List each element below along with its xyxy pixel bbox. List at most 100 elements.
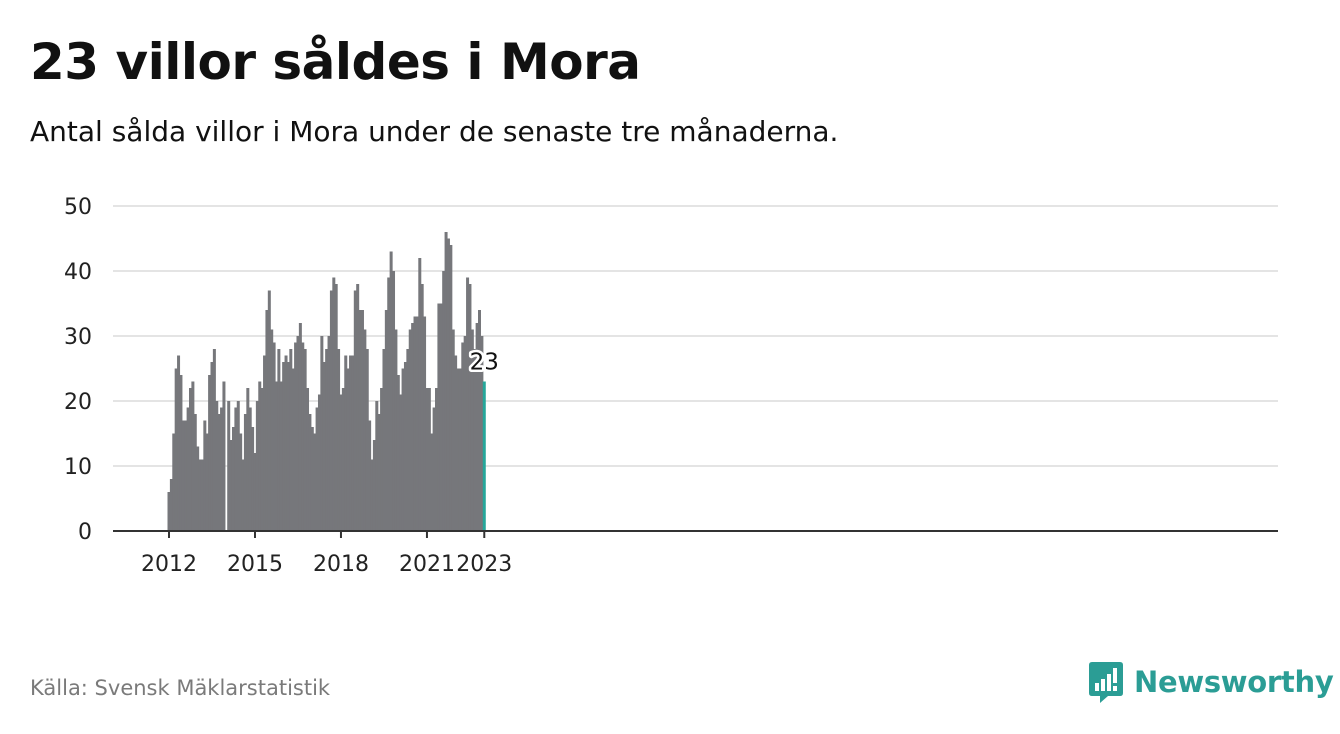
bar-2018-10	[360, 310, 364, 531]
brand-logo: Newsworthy	[1088, 660, 1334, 704]
bar-2019-07	[382, 349, 386, 531]
bar-2020-02	[399, 394, 403, 531]
bar-2012-10	[189, 388, 192, 531]
bar-2021-02	[427, 388, 431, 531]
x-tick-label-2023: 2023	[456, 552, 512, 577]
bar-2022-06	[466, 277, 470, 531]
bar-2017-05	[320, 336, 324, 531]
bar-2020-06	[408, 329, 412, 531]
bar-2017-10	[332, 277, 336, 531]
chart-bars	[167, 232, 486, 531]
bar-2015-08	[270, 329, 274, 531]
bar-2021-01	[425, 388, 429, 531]
bar-2018-07	[353, 290, 357, 531]
bar-2015-07	[267, 290, 271, 531]
bar-2022-10	[475, 323, 479, 531]
bar-2013-08	[212, 349, 216, 531]
bar-2014-05	[234, 407, 238, 531]
bar-2014-04	[231, 427, 235, 531]
bar-2016-09	[301, 342, 305, 531]
bar-2018-05	[349, 355, 353, 531]
x-tick-label-2015: 2015	[227, 552, 283, 577]
bar-2020-05	[406, 349, 410, 531]
bar-2013-01	[196, 446, 200, 531]
bar-2018-11	[363, 329, 367, 531]
bar-2019-08	[384, 310, 388, 531]
bar-2012-04	[174, 368, 178, 531]
bar-2022-12	[480, 336, 484, 531]
bar-2017-12	[337, 349, 341, 531]
chart-axes	[113, 530, 1278, 538]
bar-2019-01	[368, 420, 372, 531]
bar-2014-09	[243, 414, 247, 531]
bar-2022-03	[458, 368, 462, 531]
bar-2017-02	[313, 433, 317, 531]
bar-2014-12	[251, 427, 255, 531]
bar-2016-01	[282, 362, 286, 531]
bar-2019-05	[377, 414, 381, 531]
bar-2020-10	[418, 258, 422, 531]
bar-2022-05	[463, 336, 467, 531]
bar-2017-01	[310, 427, 314, 531]
bar-2015-02	[255, 401, 259, 531]
bar-2019-06	[380, 388, 384, 531]
bar-2012-05	[177, 355, 181, 531]
bar-2019-10	[389, 251, 393, 531]
x-tick-label-2018: 2018	[313, 552, 369, 577]
bar-2017-11	[334, 284, 338, 531]
bar-2019-04	[375, 401, 379, 531]
brand-name: Newsworthy	[1134, 665, 1334, 699]
y-tick-label-30: 30	[64, 325, 92, 350]
bar-2017-03	[315, 407, 319, 531]
bar-2016-12	[308, 414, 312, 531]
bar-2014-11	[248, 407, 252, 531]
bar-2015-04	[260, 388, 264, 531]
bar-2021-09	[444, 232, 448, 531]
bar-2020-09	[415, 316, 419, 531]
bar-2021-11	[449, 245, 453, 531]
bar-2018-12	[365, 349, 369, 531]
bar-2013-12	[222, 381, 226, 531]
bar-2022-11	[478, 310, 481, 531]
bar-2013-05	[205, 433, 209, 531]
page-title: 23 villor såldes i Mora	[30, 33, 641, 91]
bar-2014-02	[227, 401, 231, 531]
bar-2017-07	[325, 349, 329, 531]
bar-2012-09	[186, 407, 190, 531]
bar-2016-11	[306, 388, 310, 531]
bar-2013-10	[217, 414, 221, 531]
bar-2015-01	[253, 453, 257, 531]
bar-2014-08	[241, 459, 245, 531]
bar-2021-12	[451, 329, 455, 531]
bar-2013-11	[220, 407, 224, 531]
bar-2021-08	[442, 271, 446, 531]
bar-2021-04	[432, 407, 436, 531]
bar-2018-09	[358, 310, 362, 531]
bar-2015-10	[274, 381, 278, 531]
bar-2016-02	[284, 355, 288, 531]
bar-2015-11	[277, 349, 281, 531]
bar-2022-02	[456, 368, 460, 531]
chart-labels: 0 10 20 30 40 50 2012 2015 2018 2021 2023 23	[64, 195, 512, 577]
y-tick-label-40: 40	[64, 260, 92, 285]
bar-2018-01	[339, 394, 343, 531]
bar-2021-05	[435, 388, 439, 531]
bar-2020-12	[423, 316, 427, 531]
bar-2015-05	[263, 355, 267, 531]
bar-2020-04	[403, 362, 407, 531]
bar-2021-06	[437, 303, 441, 531]
bar-2022-01	[454, 355, 458, 531]
bar-2021-07	[439, 303, 443, 531]
bar-2017-08	[327, 336, 331, 531]
bar-2016-05	[291, 368, 295, 531]
bar-2014-06	[236, 401, 240, 531]
bar-2013-02	[198, 459, 202, 531]
bar-2012-08	[184, 420, 188, 531]
bar-2015-09	[272, 342, 276, 531]
bar-2019-03	[372, 440, 376, 531]
page-subtitle: Antal sålda villor i Mora under de senas…	[30, 115, 839, 148]
data-label-latest: 23	[470, 350, 499, 376]
y-tick-label-50: 50	[64, 195, 92, 220]
bar-2020-07	[411, 323, 415, 531]
bar-2012-01	[167, 492, 171, 531]
